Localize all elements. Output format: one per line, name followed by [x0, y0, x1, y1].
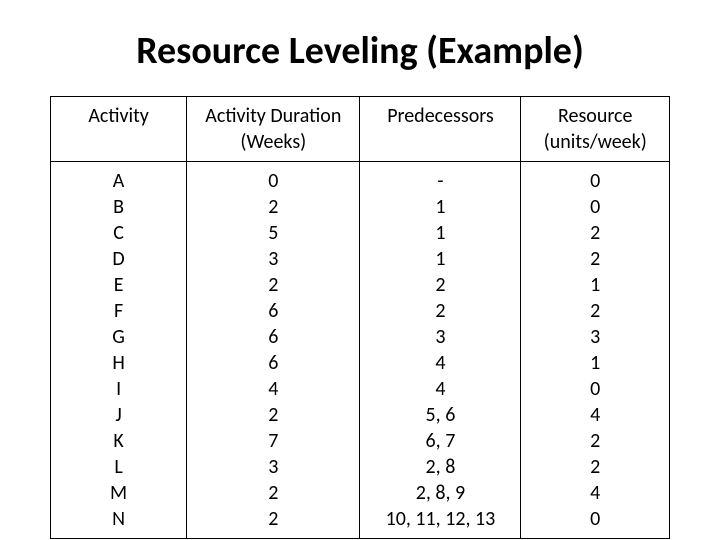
- table-cell: L: [51, 454, 187, 480]
- table-cell: 2: [521, 454, 670, 480]
- table-cell: 6: [187, 298, 360, 324]
- table-row: M22, 8, 94: [51, 480, 670, 506]
- table-cell: 2: [187, 506, 360, 539]
- table-row: G633: [51, 324, 670, 350]
- table-cell: 7: [187, 428, 360, 454]
- table-cell: 1: [360, 220, 521, 246]
- table-row: I440: [51, 376, 670, 402]
- table-cell: 5, 6: [360, 402, 521, 428]
- table-row: F622: [51, 298, 670, 324]
- activity-table: Activity Activity Duration (Weeks) Prede…: [50, 96, 670, 539]
- table-cell: 6: [187, 324, 360, 350]
- table-row: C512: [51, 220, 670, 246]
- table-cell: 1: [360, 194, 521, 220]
- table-row: K76, 72: [51, 428, 670, 454]
- table-row: L32, 82: [51, 454, 670, 480]
- table-cell: 1: [360, 246, 521, 272]
- table-cell: 2: [521, 220, 670, 246]
- table-cell: 1: [521, 350, 670, 376]
- col-predecessors: Predecessors: [360, 97, 521, 162]
- table-row: B210: [51, 194, 670, 220]
- table-cell: 2: [521, 246, 670, 272]
- table-body: A0-0B210C512D312E221F622G633H641I440J25,…: [51, 162, 670, 539]
- table-cell: C: [51, 220, 187, 246]
- table-cell: N: [51, 506, 187, 539]
- table-cell: J: [51, 402, 187, 428]
- table-cell: 4: [360, 350, 521, 376]
- table-cell: 2: [360, 298, 521, 324]
- table-cell: 2, 8: [360, 454, 521, 480]
- table-cell: 2: [187, 272, 360, 298]
- table-cell: 4: [521, 480, 670, 506]
- table-cell: M: [51, 480, 187, 506]
- table-cell: 4: [187, 376, 360, 402]
- table-row: D312: [51, 246, 670, 272]
- table-cell: I: [51, 376, 187, 402]
- table-row: N210, 11, 12, 130: [51, 506, 670, 539]
- table-row: E221: [51, 272, 670, 298]
- table-cell: 4: [360, 376, 521, 402]
- table-cell: 1: [521, 272, 670, 298]
- table-cell: 2, 8, 9: [360, 480, 521, 506]
- table-cell: 4: [521, 402, 670, 428]
- table-cell: 3: [360, 324, 521, 350]
- table-cell: 2: [187, 402, 360, 428]
- table-cell: 2: [521, 428, 670, 454]
- table-cell: 6, 7: [360, 428, 521, 454]
- table-cell: K: [51, 428, 187, 454]
- table-cell: E: [51, 272, 187, 298]
- page-title: Resource Leveling (Example): [40, 28, 680, 74]
- col-activity: Activity: [51, 97, 187, 162]
- table-cell: 2: [187, 480, 360, 506]
- table-cell: 10, 11, 12, 13: [360, 506, 521, 539]
- table-cell: B: [51, 194, 187, 220]
- table-cell: 0: [521, 162, 670, 195]
- table-row: H641: [51, 350, 670, 376]
- table-row: J25, 64: [51, 402, 670, 428]
- table-cell: 0: [521, 506, 670, 539]
- table-cell: H: [51, 350, 187, 376]
- table-cell: 0: [187, 162, 360, 195]
- table-cell: F: [51, 298, 187, 324]
- table-cell: 0: [521, 376, 670, 402]
- table-cell: 5: [187, 220, 360, 246]
- table-cell: 3: [187, 246, 360, 272]
- slide: Resource Leveling (Example) Activity Act…: [0, 0, 720, 540]
- table-cell: A: [51, 162, 187, 195]
- table-header-row: Activity Activity Duration (Weeks) Prede…: [51, 97, 670, 162]
- table-cell: 2: [521, 298, 670, 324]
- table-cell: 6: [187, 350, 360, 376]
- table-cell: 3: [187, 454, 360, 480]
- table-cell: -: [360, 162, 521, 195]
- table-row: A0-0: [51, 162, 670, 195]
- col-duration: Activity Duration (Weeks): [187, 97, 360, 162]
- table-cell: G: [51, 324, 187, 350]
- table-cell: 2: [187, 194, 360, 220]
- table-cell: 3: [521, 324, 670, 350]
- table-cell: D: [51, 246, 187, 272]
- table-cell: 0: [521, 194, 670, 220]
- col-resource: Resource (units/week): [521, 97, 670, 162]
- table-cell: 2: [360, 272, 521, 298]
